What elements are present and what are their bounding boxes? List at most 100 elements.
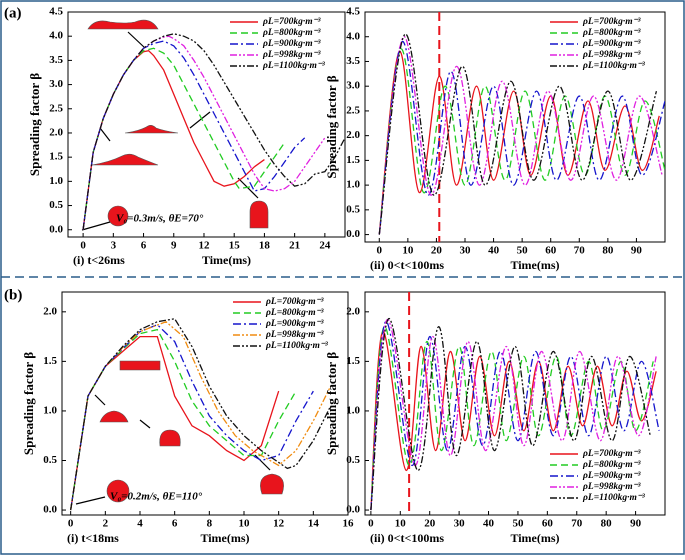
panel-label: (b) (4, 287, 22, 303)
series-line (82, 33, 345, 230)
y-axis-label: Spreading factor β (27, 73, 42, 176)
x-tick-label: 18 (259, 240, 271, 252)
x-tick-label: 80 (602, 245, 614, 257)
x-tick-label: 20 (424, 518, 436, 530)
x-tick-label: 6 (141, 240, 147, 252)
series-line (70, 323, 314, 511)
y-tick-label: 1.5 (346, 154, 360, 166)
x-tick-label: 9 (171, 240, 177, 252)
x-tick-label: 12 (198, 240, 210, 252)
legend-label: ρL=1100kg·m⁻³ (265, 341, 328, 351)
legend-label: ρL=998kg·m⁻³ (582, 50, 641, 60)
y-tick-label: 1.0 (49, 175, 63, 187)
x-tick-label: 60 (542, 518, 554, 530)
legend-label: ρL=998kg·m⁻³ (582, 482, 641, 492)
annotation: V₀=0.3m/s, θE=70° (116, 213, 204, 225)
series-line (82, 35, 326, 230)
caption: (ii) 0<t<100ms (370, 258, 444, 272)
x-axis-label: Time(ms) (510, 258, 559, 272)
x-tick-label: 70 (571, 518, 583, 530)
legend-label: ρL=1100kg·m⁻³ (582, 493, 645, 503)
y-axis-label: Spreading factor β (21, 352, 36, 455)
caption: (ii) 0<t<100ms (370, 531, 444, 545)
y-tick-label: 3.5 (346, 55, 360, 67)
caption: (i) t<26ms (73, 253, 125, 267)
arrows (75, 31, 271, 505)
x-tick-label: 21 (289, 240, 300, 252)
plot-frame (364, 291, 666, 516)
y-tick-label: 0.0 (43, 504, 57, 516)
legend-label: ρL=1100kg·m⁻³ (262, 61, 325, 71)
y-tick-label: 1.0 (346, 404, 360, 416)
legend-label: ρL=800kg·m⁻³ (582, 460, 641, 470)
y-tick-label: 4.5 (346, 6, 360, 18)
x-axis-label: Time(ms) (200, 531, 249, 545)
x-tick-label: 10 (395, 518, 407, 530)
x-tick-label: 80 (601, 518, 613, 530)
x-tick-label: 30 (460, 245, 472, 257)
legend-label: ρL=900kg·m⁻³ (582, 471, 641, 481)
x-tick-label: 20 (431, 245, 443, 257)
y-tick-label: 2.0 (346, 305, 360, 317)
x-tick-label: 14 (308, 518, 320, 530)
y-tick-label: 1.5 (43, 355, 57, 367)
series-line (70, 335, 280, 511)
y-tick-label: 0.5 (49, 199, 63, 211)
y-tick-label: 2.5 (346, 104, 360, 116)
legend-label: ρL=800kg·m⁻³ (262, 28, 321, 38)
x-tick-label: 90 (631, 245, 643, 257)
series-line (378, 36, 663, 235)
x-tick-label: 10 (402, 245, 414, 257)
y-tick-label: 2.5 (49, 102, 63, 114)
series-line (378, 50, 660, 235)
droplet-icons (87, 19, 284, 503)
x-tick-label: 0 (377, 245, 383, 257)
x-tick-label: 12 (273, 518, 285, 530)
x-tick-label: 40 (488, 245, 500, 257)
series-line (82, 40, 306, 230)
x-tick-label: 0 (68, 518, 74, 530)
series-line (70, 318, 332, 511)
legend-label: ρL=998kg·m⁻³ (265, 330, 324, 340)
y-tick-label: 3.0 (49, 78, 63, 90)
series-line (370, 330, 657, 511)
legend-label: ρL=900kg·m⁻³ (262, 39, 321, 49)
series-line (378, 41, 665, 235)
x-tick-label: 60 (545, 245, 557, 257)
legend-label: ρL=800kg·m⁻³ (265, 308, 324, 318)
x-tick-label: 50 (512, 518, 524, 530)
legend-label: ρL=700kg·m⁻³ (582, 449, 641, 459)
y-tick-label: 2.0 (49, 126, 63, 138)
caption: (i) t<18ms (67, 531, 119, 545)
annotation: V₀=0.2m/s, θE=110° (110, 491, 203, 503)
y-tick-label: 1.0 (43, 404, 57, 416)
plot-frame (67, 11, 346, 238)
legend-label: ρL=998kg·m⁻³ (262, 50, 321, 60)
y-axis-label: Spreading factor β (324, 75, 339, 178)
y-tick-label: 4.0 (49, 30, 63, 42)
y-tick-label: 2.0 (346, 129, 360, 141)
legend-label: ρL=1100kg·m⁻³ (582, 61, 645, 71)
x-tick-label: 50 (517, 245, 529, 257)
legend-label: ρL=700kg·m⁻³ (262, 17, 321, 27)
x-tick-label: 4 (137, 518, 143, 530)
y-tick-label: 3.5 (49, 54, 63, 66)
x-tick-label: 3 (111, 240, 117, 252)
y-tick-label: 0.0 (346, 504, 360, 516)
x-axis-label: Time(ms) (510, 531, 559, 545)
x-tick-label: 0 (368, 518, 374, 530)
x-tick-label: 15 (229, 240, 241, 252)
x-tick-label: 40 (483, 518, 495, 530)
legend-label: ρL=900kg·m⁻³ (582, 39, 641, 49)
y-tick-label: 1.5 (346, 355, 360, 367)
x-tick-label: 2 (103, 518, 109, 530)
series-line (370, 318, 651, 511)
y-tick-label: 4.5 (49, 6, 63, 18)
y-tick-label: 3.0 (346, 80, 360, 92)
legend-label: ρL=700kg·m⁻³ (265, 297, 324, 307)
x-tick-label: 70 (574, 245, 586, 257)
legend-label: ρL=900kg·m⁻³ (265, 319, 324, 329)
x-tick-label: 16 (343, 518, 355, 530)
x-tick-label: 24 (319, 240, 331, 252)
